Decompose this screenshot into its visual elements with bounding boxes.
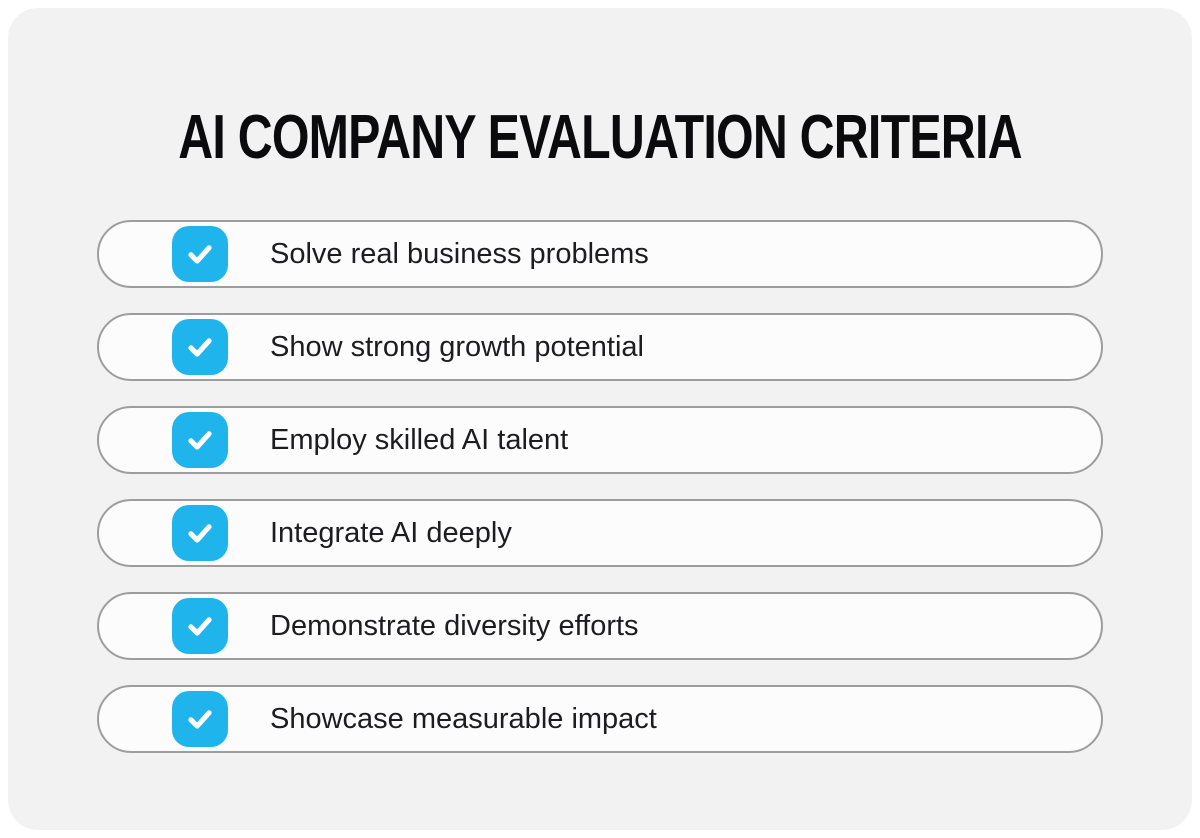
checkmark-icon — [188, 710, 212, 729]
checkbox-checked-icon[interactable] — [172, 691, 228, 748]
checkmark-icon — [188, 338, 212, 357]
checkmark-icon — [188, 245, 212, 264]
checkbox-checked-icon[interactable] — [172, 598, 228, 655]
checklist-item-label: Demonstrate diversity efforts — [270, 609, 639, 642]
checklist-item-label: Solve real business problems — [270, 237, 649, 270]
checklist-item: Integrate AI deeply — [97, 499, 1103, 568]
checklist-item: Solve real business problems — [97, 220, 1103, 289]
checklist-item: Show strong growth potential — [97, 313, 1103, 382]
checklist-item: Showcase measurable impact — [97, 685, 1103, 754]
page-title: AI COMPANY EVALUATION CRITERIA — [178, 103, 1022, 172]
checkmark-icon — [188, 524, 212, 543]
checkbox-checked-icon[interactable] — [172, 319, 228, 376]
checklist-item: Demonstrate diversity efforts — [97, 592, 1103, 661]
checkmark-icon — [188, 617, 212, 636]
checkbox-checked-icon[interactable] — [172, 226, 228, 283]
checkmark-icon — [188, 431, 212, 450]
criteria-checklist: Solve real business problems Show strong… — [97, 220, 1103, 754]
checklist-item-label: Employ skilled AI talent — [270, 423, 569, 456]
checkbox-checked-icon[interactable] — [172, 412, 228, 469]
card: AI COMPANY EVALUATION CRITERIA Solve rea… — [8, 8, 1192, 830]
checklist-item-label: Show strong growth potential — [270, 330, 644, 363]
checklist-item-label: Showcase measurable impact — [270, 702, 657, 735]
checklist-item: Employ skilled AI talent — [97, 406, 1103, 475]
checkbox-checked-icon[interactable] — [172, 505, 228, 562]
checklist-item-label: Integrate AI deeply — [270, 516, 512, 549]
